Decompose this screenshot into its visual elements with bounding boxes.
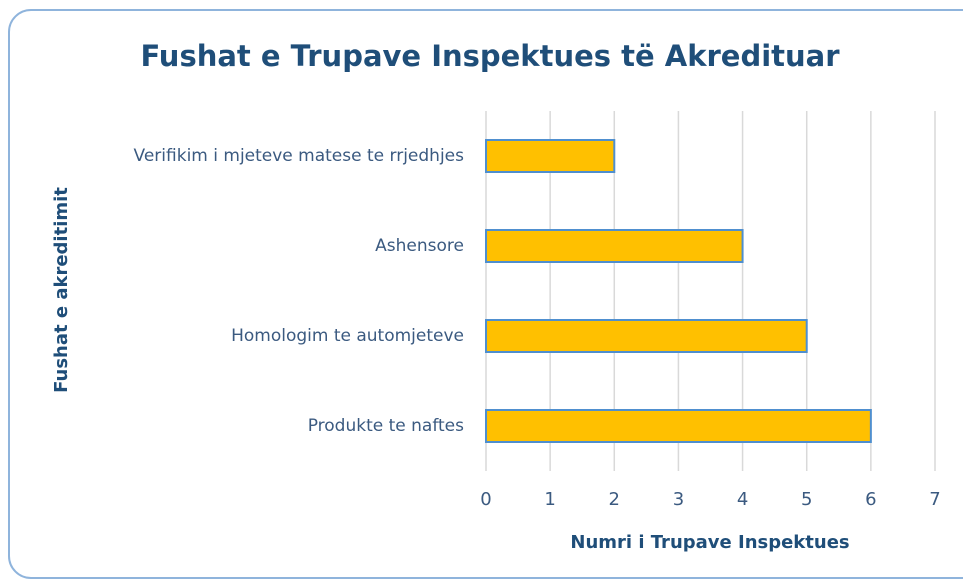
y-tick-label: Ashensore	[375, 236, 464, 256]
bar	[485, 319, 808, 353]
x-tick-label: 2	[609, 489, 620, 510]
x-tick-label: 6	[865, 489, 876, 510]
x-tick-label: 1	[544, 489, 555, 510]
bar	[485, 139, 616, 173]
x-tick-label: 3	[673, 489, 684, 510]
y-tick-label: Verifikim i mjeteve matese te rrjedhjes	[134, 146, 465, 166]
x-tick-label: 7	[929, 489, 940, 510]
y-axis-label: Fushat e akreditimit	[51, 187, 72, 393]
y-tick-label: Homologim te automjeteve	[231, 326, 464, 346]
x-tick-label: 4	[737, 489, 748, 510]
x-tick-label: 5	[801, 489, 812, 510]
x-tick-label: 0	[480, 489, 491, 510]
chart-title: Fushat e Trupave Inspektues të Akreditua…	[140, 39, 840, 73]
bar	[485, 409, 872, 443]
y-tick-label: Produkte te naftes	[308, 416, 464, 436]
bar	[485, 229, 744, 263]
x-axis-label: Numri i Trupave Inspektues	[570, 532, 849, 553]
